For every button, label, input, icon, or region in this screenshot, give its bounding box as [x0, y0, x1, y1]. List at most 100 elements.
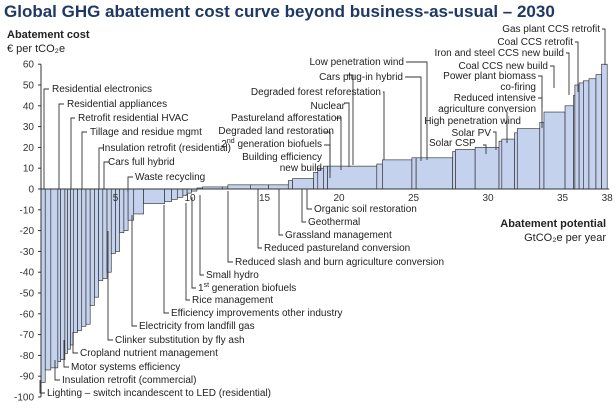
y-tick-label: -30 [20, 247, 35, 258]
bar-1 [44, 188, 52, 371]
label-iron-steel: Iron and steel CCS new build [434, 48, 564, 59]
label-cars-full-hybrid: Cars full hybrid [108, 157, 175, 168]
label-coal-ccs-new: Coal CCS new build [459, 61, 549, 72]
label-pastureland-afforestation: Pastureland afforestation [231, 113, 342, 124]
leader-small-hydro [199, 195, 204, 276]
leader-landfill-gas [131, 215, 137, 327]
bar-3 [57, 188, 61, 362]
bar-58 [578, 82, 584, 190]
bar-10 [81, 188, 87, 327]
label-low-wind: Low penetration wind [309, 57, 404, 68]
bar-25 [171, 188, 178, 200]
y-tick-label: 0 [28, 185, 34, 196]
bar-61 [595, 74, 602, 190]
bar-2 [50, 188, 59, 369]
leader-pastureland-afforestation [344, 102, 350, 167]
bar-0 [40, 188, 46, 383]
leader-pastureland-conversion [257, 189, 262, 249]
bar-35 [268, 184, 289, 190]
leader-coal-ccs-new [550, 65, 555, 88]
leader-retrofit-hvac [70, 117, 75, 189]
label-residential-electronics: Residential electronics [52, 84, 152, 95]
leader-efficiency-other [163, 205, 169, 314]
label-degraded-forest: Degraded forest reforestation [251, 87, 381, 98]
label-building-efficiency-1: Building efficiency [242, 152, 322, 163]
x-tick-label: 20 [333, 193, 345, 204]
label-solar-csp: Solar CSP [429, 138, 476, 149]
bar-57 [574, 84, 580, 190]
leader-rice [185, 203, 190, 301]
bar-24 [164, 188, 172, 202]
leader-clinker [107, 231, 113, 341]
x-tick-label: 38 [602, 193, 614, 204]
bar-23 [143, 188, 165, 204]
y-tick-label: 60 [23, 60, 35, 71]
leader-insulation-residential [98, 147, 103, 189]
leader-organic-soil [306, 189, 312, 210]
label-efficiency-other: Efficiency improvements other industry [171, 308, 343, 319]
bar-11 [85, 188, 91, 325]
bar-41 [327, 165, 378, 190]
bar-42 [376, 163, 383, 190]
label-insulation-residential: Insulation retrofit (residential) [102, 143, 231, 154]
bar-15 [102, 188, 108, 279]
y-tick-label: -90 [20, 372, 35, 383]
y-tick-label: -100 [14, 393, 34, 404]
label-organic-soil: Organic soil restoration [314, 204, 417, 215]
label-biomass-1: Power plant biomass [443, 71, 536, 82]
bar-43 [382, 159, 413, 190]
label-landfill-gas: Electricity from landfill gas [139, 321, 255, 332]
bar-47 [455, 149, 476, 190]
x-tick-label: 15 [259, 193, 271, 204]
label-nuclear: Nuclear [311, 101, 346, 112]
y-axis-title: Abatement cost [7, 29, 90, 41]
leader-grassland [278, 189, 283, 236]
y-tick-label: 50 [23, 81, 35, 92]
label-building-efficiency-2: new build [280, 163, 322, 174]
label-slash-burn: Reduced slash and burn agriculture conve… [235, 257, 444, 268]
y-tick-label: -70 [20, 330, 35, 341]
label-insulation-commercial: Insulation retrofit (commercial) [62, 375, 196, 386]
label-solar-pv: Solar PV [452, 128, 492, 139]
y-tick-labels: 60 50 40 30 20 10 0 -10 -20 -30 -40 -50 -60 -70 -80 -90… [14, 60, 34, 404]
y-tick-label: 20 [23, 143, 35, 154]
x-tick-label: 35 [557, 193, 569, 204]
bar-4 [60, 188, 66, 360]
bar-6 [67, 188, 71, 350]
bar-37 [292, 178, 314, 190]
label-cropland: Cropland nutrient management [80, 348, 218, 359]
leader-residential-appliances [58, 103, 64, 189]
bar-12 [89, 188, 95, 306]
bar-59 [583, 80, 590, 190]
y-tick-label: -80 [20, 351, 35, 362]
leader-cars-full-hybrid [103, 161, 109, 189]
leader-geothermal [301, 189, 306, 223]
x-tick-label: 5 [113, 193, 119, 204]
leader-residential-electronics [43, 88, 49, 189]
y-tick-label: 40 [23, 101, 35, 112]
bar-36 [287, 180, 293, 190]
label-biomass-2: co-firing [500, 82, 536, 93]
label-waste-recycling: Waste recycling [135, 172, 205, 183]
label-small-hydro: Small hydro [206, 270, 259, 281]
bar-7 [70, 188, 74, 346]
leader-cropland [72, 332, 78, 354]
bar-9 [77, 188, 83, 331]
bar-62 [601, 63, 608, 190]
y-tick-label: -50 [20, 289, 35, 300]
label-retrofit-hvac: Retrofit residential HVAC [78, 113, 188, 124]
annotation-labels: Residential electronics Residential appl… [47, 24, 600, 399]
bar-52 [516, 128, 541, 190]
bar-34 [250, 184, 269, 190]
label-residential-appliances: Residential appliances [67, 99, 167, 110]
leader-2nd-biofuels [324, 131, 331, 172]
bar-51 [514, 132, 518, 190]
leader-biomass [538, 75, 543, 107]
bar-54 [543, 111, 566, 190]
bar-45 [415, 157, 453, 190]
bar-13 [94, 188, 99, 298]
bar-26 [176, 188, 184, 198]
chart-title: Global GHG abatement cost curve beyond b… [4, 2, 555, 21]
bar-48 [474, 147, 500, 190]
